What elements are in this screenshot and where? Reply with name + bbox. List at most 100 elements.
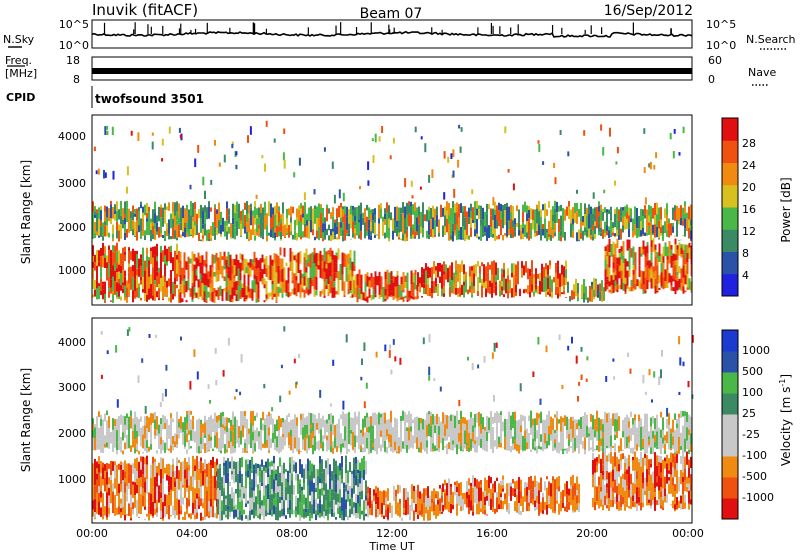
power-echo-cell — [104, 205, 106, 212]
velocity-echo-cell — [142, 495, 144, 507]
velocity-echo-cell — [303, 508, 305, 518]
power-echo-cell — [315, 290, 318, 296]
velocity-echo-cell — [660, 462, 662, 473]
power-echo-cell — [150, 284, 152, 293]
velocity-echo-cell — [188, 457, 190, 465]
power-echo-cell — [516, 222, 518, 228]
velocity-echo-cell — [307, 485, 309, 501]
power-echo-cell — [501, 273, 503, 282]
velocity-echo-cell — [267, 484, 269, 499]
power-echo-cell — [535, 284, 537, 290]
velocity-echo-cell — [388, 419, 390, 434]
power-echo-cell — [120, 296, 122, 301]
velocity-echo-cell — [686, 476, 688, 484]
power-echo-cell — [243, 297, 246, 302]
velocity-echo-cell — [233, 469, 235, 484]
velocity-echo-cell — [269, 466, 271, 475]
velocity-echo-cell — [636, 490, 638, 500]
power-echo-cell — [538, 201, 540, 212]
velocity-echo-cell — [251, 509, 253, 515]
velocity-echo-cell — [658, 461, 660, 476]
velocity-echo-cell — [550, 434, 552, 441]
power-echo-cell — [214, 226, 216, 233]
power-echo-cell — [96, 256, 98, 266]
velocity-echo-cell — [620, 489, 622, 495]
power-echo-cell — [438, 219, 440, 233]
power-echo-cell — [247, 291, 250, 298]
velocity-echo-cell — [634, 470, 636, 484]
power-echo-cell — [465, 289, 467, 293]
power-echo-cell — [283, 247, 286, 257]
power-echo-cell — [500, 211, 502, 220]
power-echo-cell — [347, 274, 350, 289]
power-echo-cell — [158, 226, 160, 238]
power-echo-cell — [322, 223, 324, 233]
velocity-echo-cell — [399, 498, 401, 504]
power-echo-cell — [306, 220, 308, 226]
velocity-echo-cell — [314, 427, 316, 436]
power-echo-cell — [590, 235, 592, 240]
power-echo-cell — [120, 265, 122, 274]
power-echo-cell — [596, 216, 598, 229]
power-echo-cell — [92, 245, 94, 256]
power-echo-cell — [104, 281, 106, 294]
velocity-echo-cell — [616, 494, 618, 503]
power-cbar-tick-24: 24 — [742, 159, 756, 172]
velocity-echo-cell — [353, 507, 355, 516]
velocity-echo-cell — [646, 497, 648, 506]
velocity-echo-cell — [170, 413, 172, 419]
power-echo-cell — [384, 271, 387, 280]
velocity-echo-cell — [268, 427, 270, 436]
velocity-echo-cell — [572, 445, 574, 453]
power-echo-cell — [372, 213, 374, 221]
power-echo-cell — [504, 210, 506, 225]
velocity-echo-cell — [236, 427, 238, 435]
velocity-echo-cell — [358, 426, 360, 439]
velocity-echo-cell — [297, 507, 299, 515]
power-echo-cell — [333, 281, 336, 288]
velocity-echo-cell — [520, 432, 522, 440]
power-echo-cell — [454, 233, 456, 236]
velocity-echo-cell — [309, 518, 311, 521]
power-echo-cell — [296, 208, 298, 218]
velocity-echo-cell — [162, 478, 164, 493]
power-echo-cell — [128, 247, 130, 251]
power-echo-cell — [237, 280, 240, 287]
velocity-echo-cell — [404, 412, 406, 427]
power-echo-cell — [460, 203, 462, 213]
power-echo-cell — [146, 212, 148, 219]
power-echo-cell — [349, 296, 352, 298]
velocity-echo-cell — [644, 458, 646, 466]
power-echo-cell — [325, 279, 328, 286]
power-echo-cell — [618, 257, 621, 266]
power-echo-cell — [514, 218, 516, 225]
power-echo-cell — [270, 229, 272, 238]
power-echo-cell — [602, 212, 604, 221]
power-echo-cell — [227, 278, 230, 290]
power-echo-cell — [116, 262, 118, 269]
power-echo-cell — [443, 274, 445, 287]
power-echo-cell — [632, 274, 635, 289]
velocity-echo-cell — [354, 442, 356, 447]
power-echo-cell — [295, 258, 298, 263]
velocity-echo-cell — [108, 508, 110, 514]
power-echo-cell — [228, 226, 230, 234]
power-echo-cell — [616, 219, 618, 230]
power-echo-cell — [471, 281, 473, 290]
velocity-echo-cell — [130, 482, 132, 495]
power-echo-cell — [317, 261, 320, 266]
velocity-echo-cell — [283, 462, 285, 474]
velocity-echo-cell — [480, 500, 482, 509]
power-echo-cell — [562, 227, 564, 238]
velocity-echo-cell — [204, 459, 206, 463]
velocity-echo-cell — [233, 506, 235, 510]
velocity-echo-cell — [319, 478, 321, 484]
velocity-echo-cell — [372, 447, 374, 450]
power-echo-cell — [578, 229, 580, 240]
power-scatter-cell — [458, 124, 461, 129]
velocity-echo-cell — [552, 476, 554, 481]
power-echo-cell — [428, 234, 430, 240]
velocity-echo-cell — [596, 465, 598, 473]
velocity-echo-cell — [578, 503, 580, 512]
velocity-echo-cell — [208, 434, 210, 442]
